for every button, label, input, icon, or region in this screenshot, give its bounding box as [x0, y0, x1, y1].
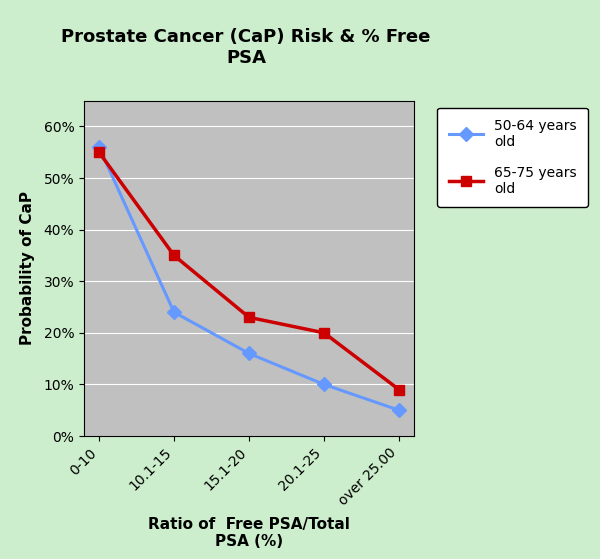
Legend: 50-64 years
old, 65-75 years
old: 50-64 years old, 65-75 years old	[437, 107, 588, 207]
Line: 65-75 years
old: 65-75 years old	[94, 148, 404, 395]
Y-axis label: Probability of CaP: Probability of CaP	[20, 191, 35, 345]
50-64 years
old	[395, 407, 403, 414]
50-64 years
old	[95, 144, 103, 150]
65-75 years
old	[170, 252, 178, 259]
65-75 years
old	[320, 329, 328, 336]
50-64 years
old	[320, 381, 328, 388]
Text: Prostate Cancer (CaP) Risk & % Free
PSA: Prostate Cancer (CaP) Risk & % Free PSA	[61, 28, 431, 67]
65-75 years
old	[395, 386, 403, 393]
Line: 50-64 years
old: 50-64 years old	[94, 142, 404, 415]
65-75 years
old	[245, 314, 253, 321]
50-64 years
old	[170, 309, 178, 315]
65-75 years
old	[95, 149, 103, 155]
50-64 years
old	[245, 350, 253, 357]
X-axis label: Ratio of  Free PSA/Total
PSA (%): Ratio of Free PSA/Total PSA (%)	[148, 517, 350, 549]
